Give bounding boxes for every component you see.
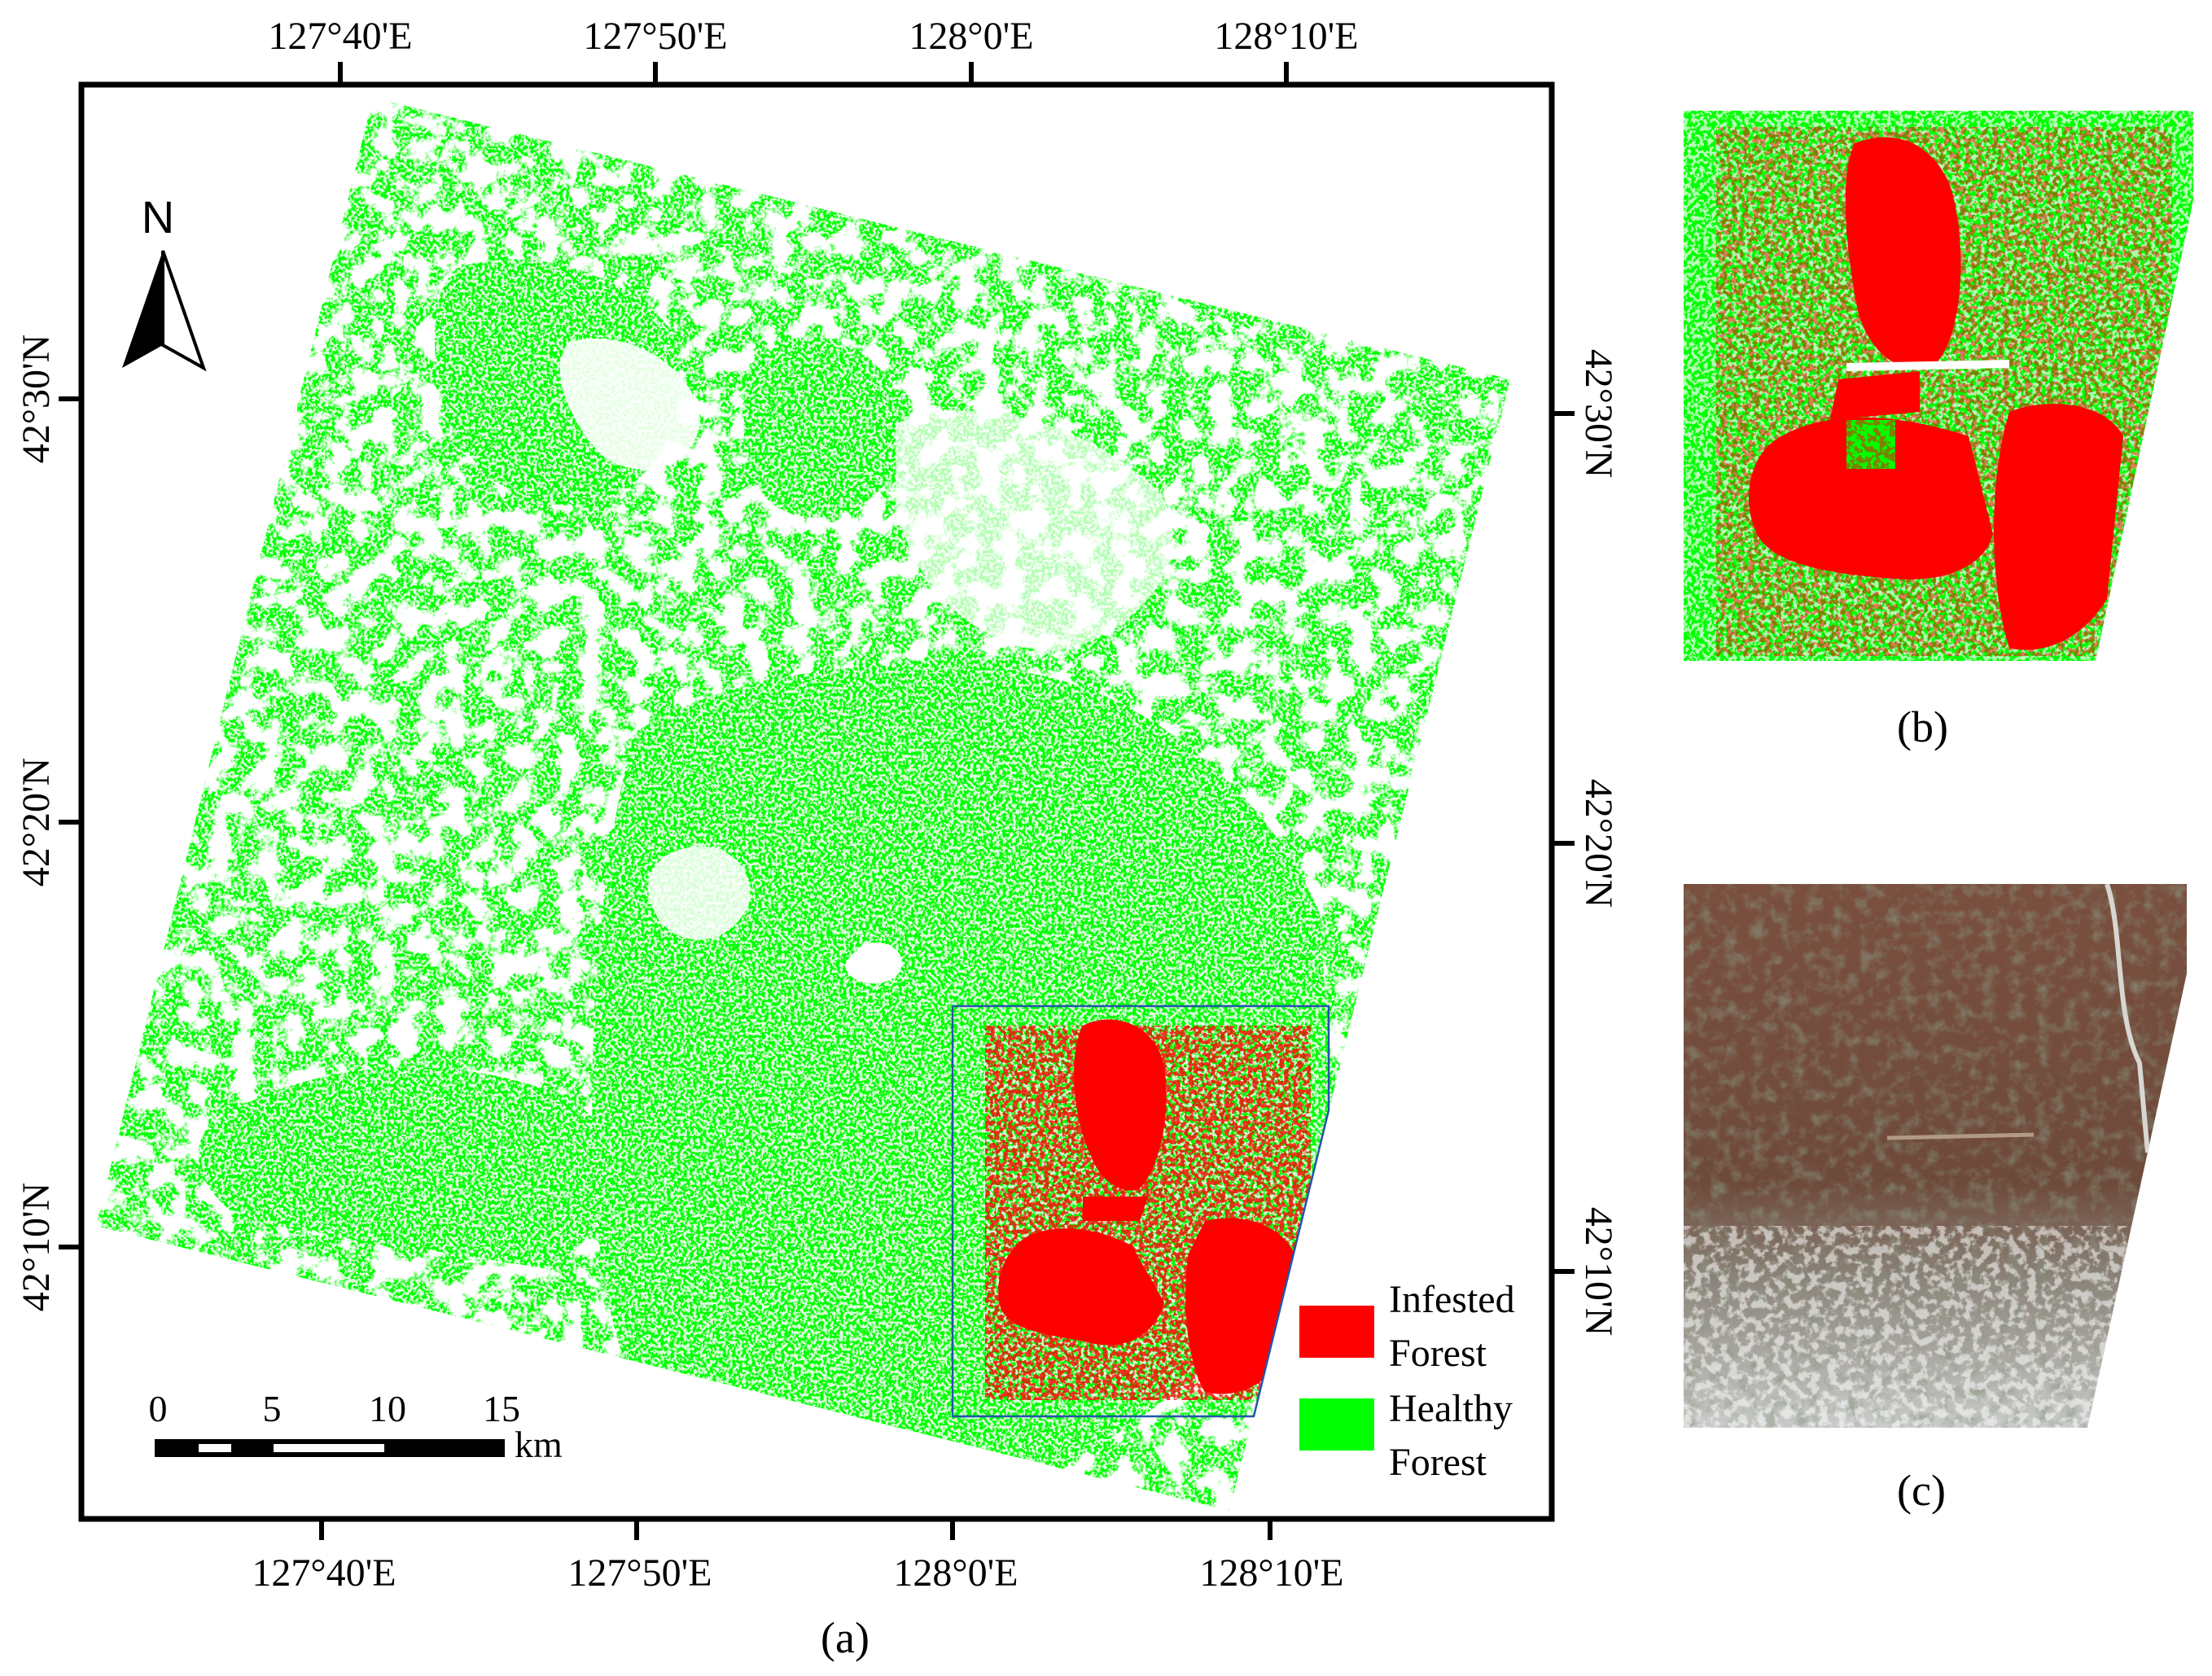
bottom-lon-label: 128°0'E (893, 1551, 1018, 1595)
right-lat-label: 42°10'N (1577, 1207, 1620, 1337)
caption-b: (b) (1897, 702, 1948, 751)
legend-label-healthy-2: Forest (1389, 1441, 1487, 1484)
right-lat-label: 42°20'N (1577, 779, 1620, 908)
map-frame (78, 81, 1555, 1522)
caption-c: (c) (1897, 1466, 1946, 1515)
scale-tick-15: 15 (483, 1388, 520, 1429)
top-lon-label: 128°10'E (1214, 15, 1358, 58)
legend-label-healthy-1: Healthy (1389, 1387, 1513, 1430)
bottom-lon-label: 127°50'E (567, 1551, 712, 1595)
left-latitude-labels: 42°30'N 42°20'N 42°10'N (15, 335, 58, 1312)
legend-swatch-infested (1299, 1306, 1374, 1358)
legend: Infested Forest Healthy Forest (1299, 1278, 1515, 1484)
top-lon-label: 128°0'E (909, 15, 1033, 58)
top-lon-label: 127°50'E (583, 15, 727, 58)
infested-forest-area (985, 1019, 1311, 1400)
bottom-lon-label: 128°10'E (1199, 1551, 1343, 1595)
scale-tick-10: 10 (369, 1388, 406, 1429)
left-lat-label: 42°20'N (15, 758, 58, 887)
legend-swatch-healthy (1299, 1398, 1374, 1451)
panel-b-zoom-classification (1684, 111, 2193, 661)
study-area-box (951, 1004, 1330, 1418)
north-arrow-label: N (142, 191, 174, 243)
bottom-lon-label: 127°40'E (252, 1551, 396, 1595)
left-lat-label: 42°10'N (15, 1183, 58, 1312)
top-lon-label: 127°40'E (268, 15, 412, 58)
right-latitude-labels: 42°30'N 42°20'N 42°10'N (1577, 349, 1620, 1337)
bottom-longitude-labels: 127°40'E 127°50'E 128°0'E 128°10'E (252, 1551, 1343, 1595)
top-longitude-labels: 127°40'E 127°50'E 128°0'E 128°10'E (268, 15, 1358, 58)
caption-a: (a) (821, 1613, 869, 1662)
classification-scene (96, 98, 1510, 1511)
scale-tick-0: 0 (149, 1388, 168, 1429)
top-ticks (59, 62, 1575, 1540)
panel-c-true-color-image (1684, 884, 2187, 1428)
legend-label-infested-1: Infested (1389, 1278, 1515, 1321)
legend-label-infested-2: Forest (1389, 1332, 1487, 1375)
scale-unit: km (515, 1424, 563, 1465)
left-lat-label: 42°30'N (15, 335, 58, 464)
scale-tick-5: 5 (263, 1388, 282, 1429)
right-lat-label: 42°30'N (1577, 349, 1620, 479)
scale-bar: 0 5 10 15 km (149, 1388, 563, 1465)
north-arrow-icon: N (122, 191, 207, 372)
